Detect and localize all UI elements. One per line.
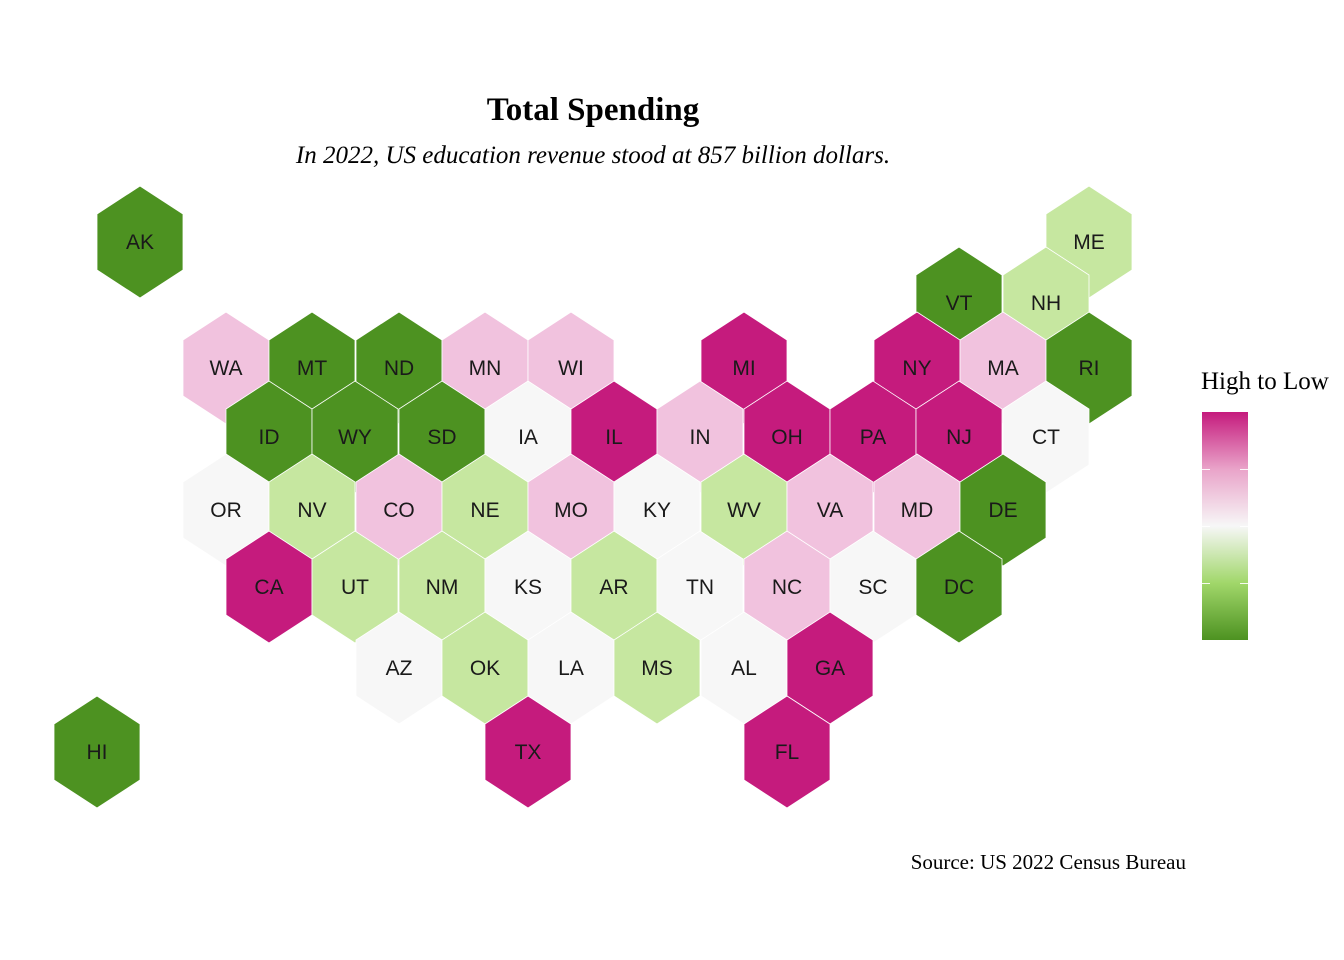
state-hex-hi: HI: [53, 695, 141, 809]
state-label: PA: [860, 426, 886, 449]
state-label: FL: [775, 741, 800, 764]
state-label: NY: [902, 357, 931, 380]
legend-title: High to Low: [1201, 368, 1329, 395]
state-label: UT: [341, 576, 369, 599]
state-label: VA: [817, 499, 843, 522]
state-hex-ut: UT: [311, 530, 399, 644]
state-label: DE: [988, 499, 1017, 522]
state-hex-ca: CA: [225, 530, 313, 644]
state-label: DC: [944, 576, 974, 599]
state-hex-in: IN: [656, 380, 744, 494]
state-hex-de: DE: [959, 453, 1047, 567]
state-label: SD: [427, 426, 456, 449]
state-hex-nv: NV: [268, 453, 356, 567]
state-hex-ak: AK: [96, 185, 184, 299]
state-label: MN: [469, 357, 502, 380]
legend-tick: [1240, 526, 1248, 527]
state-hex-shape: [743, 695, 831, 809]
state-label: SC: [858, 576, 887, 599]
state-hex-shape: [915, 530, 1003, 644]
state-label: NC: [772, 576, 802, 599]
state-label: ID: [259, 426, 280, 449]
state-label: WY: [338, 426, 372, 449]
state-label: CO: [383, 499, 415, 522]
legend-tick: [1240, 469, 1248, 470]
state-label: AK: [126, 231, 154, 254]
state-hex-ms: MS: [613, 611, 701, 725]
state-label: MA: [987, 357, 1019, 380]
legend-colorbar: [1202, 412, 1248, 640]
state-label: VT: [946, 292, 973, 315]
state-label: TX: [515, 741, 542, 764]
state-hex-id: ID: [225, 380, 313, 494]
state-label: CA: [254, 576, 283, 599]
state-hex-tn: TN: [656, 530, 744, 644]
state-label: MS: [641, 657, 673, 680]
state-label: ND: [384, 357, 414, 380]
state-hex-ky: KY: [613, 453, 701, 567]
legend-tick: [1240, 583, 1248, 584]
state-hex-shape: [96, 185, 184, 299]
state-label: CT: [1032, 426, 1060, 449]
source-caption: Source: US 2022 Census Bureau: [910, 850, 1186, 874]
state-hex-wy: WY: [311, 380, 399, 494]
state-label: TN: [686, 576, 714, 599]
state-label: WI: [558, 357, 584, 380]
state-label: KS: [514, 576, 542, 599]
map-title: Total Spending: [486, 92, 700, 128]
state-hex-az: AZ: [355, 611, 443, 725]
state-label: NE: [470, 499, 499, 522]
state-hex-shape: [53, 695, 141, 809]
legend-tick: [1202, 526, 1210, 527]
state-hex-shape: [311, 530, 399, 644]
state-hex-shape: [613, 611, 701, 725]
state-hex-or: OR: [182, 453, 270, 567]
state-hex-ga: GA: [786, 611, 874, 725]
legend-tick: [1202, 469, 1210, 470]
state-label: OH: [771, 426, 803, 449]
state-label: GA: [815, 657, 845, 680]
state-label: MD: [901, 499, 934, 522]
state-label: IL: [605, 426, 623, 449]
state-label: NJ: [946, 426, 972, 449]
state-label: OK: [470, 657, 500, 680]
state-label: OR: [210, 499, 242, 522]
state-hex-il: IL: [570, 380, 658, 494]
state-hex-ar: AR: [570, 530, 658, 644]
state-label: MT: [297, 357, 327, 380]
state-label: AR: [599, 576, 628, 599]
state-hex-ia: IA: [484, 380, 572, 494]
state-label: KY: [643, 499, 671, 522]
state-label: RI: [1079, 357, 1100, 380]
state-hex-shape: [484, 695, 572, 809]
state-hex-co: CO: [355, 453, 443, 567]
state-hex-fl: FL: [743, 695, 831, 809]
state-label: WA: [209, 357, 242, 380]
state-label: IA: [518, 426, 538, 449]
state-label: MI: [732, 357, 755, 380]
map-subtitle: In 2022, US education revenue stood at 8…: [295, 142, 891, 169]
state-label: LA: [558, 657, 584, 680]
state-label: NH: [1031, 292, 1061, 315]
state-label: AZ: [386, 657, 413, 680]
state-hex-pa: PA: [829, 380, 917, 494]
state-hex-tx: TX: [484, 695, 572, 809]
state-label: IN: [690, 426, 711, 449]
state-hex-ct: CT: [1002, 380, 1090, 494]
state-hex-wv: WV: [700, 453, 788, 567]
state-label: ME: [1073, 231, 1105, 254]
state-label: NV: [297, 499, 326, 522]
state-label: MO: [554, 499, 588, 522]
state-label: WV: [727, 499, 761, 522]
state-hex-shape: [959, 453, 1047, 567]
legend-tick: [1202, 583, 1210, 584]
state-label: AL: [731, 657, 757, 680]
state-label: HI: [87, 741, 108, 764]
state-hex-va: VA: [786, 453, 874, 567]
state-hex-dc: DC: [915, 530, 1003, 644]
state-label: NM: [426, 576, 459, 599]
